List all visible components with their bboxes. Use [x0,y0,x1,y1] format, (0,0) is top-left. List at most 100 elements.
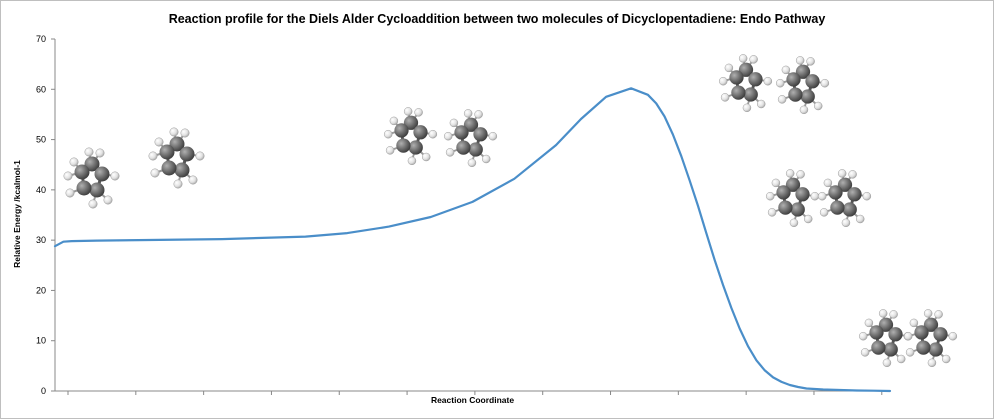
hydrogen-atom [421,152,431,162]
hydrogen-atom [909,318,919,328]
carbon-atom [878,317,894,332]
transition-state-molecule-4 [817,169,872,228]
intermediate-molecule-2 [443,109,498,168]
hydrogen-atom [150,168,160,178]
hydrogen-atom [188,175,198,185]
carbon-atom [800,89,815,104]
hydrogen-atom [95,148,105,158]
y-tick-label: 20 [36,285,46,295]
carbon-atom [785,177,801,192]
carbon-atom [169,136,185,152]
hydrogen-atom [796,170,805,179]
hydrogen-atom [749,55,758,64]
hydrogen-atom [855,214,865,224]
hydrogen-atom [927,358,937,368]
y-tick-label: 30 [36,235,46,245]
y-tick-label: 10 [36,336,46,346]
carbon-atom [786,72,801,87]
hydrogen-atom [864,318,874,328]
hydrogen-atom [803,214,813,224]
hydrogen-atom [789,218,799,228]
hydrogen-atom [389,116,399,126]
hydrogen-atom [403,107,413,116]
carbon-atom [788,87,803,102]
series-line [53,87,892,393]
carbon-atom [795,187,810,202]
hydrogen-atom [481,154,491,164]
hydrogen-atom [860,348,870,357]
carbon-atom [837,177,853,192]
hydrogen-atom [756,99,766,109]
carbon-atom [888,327,903,342]
carbon-atom [805,74,820,89]
carbon-atom [916,340,931,355]
carbon-atom [403,115,419,130]
carbon-atom [790,202,805,217]
hydrogen-atom [474,110,483,119]
hydrogen-atom [742,103,752,113]
carbon-atom [394,123,409,138]
hydrogen-atom [841,218,851,228]
hydrogen-atom [738,54,748,63]
hydrogen-atom [813,101,823,111]
hydrogen-atom [823,178,833,188]
carbon-atom [842,202,857,217]
product-molecule-2 [903,309,958,368]
hydrogen-atom [65,188,75,198]
carbon-atom [748,72,763,87]
hydrogen-atom [819,208,829,217]
carbon-atom [933,327,948,342]
carbon-atom [473,127,488,142]
hydrogen-atom [763,76,773,86]
hydrogen-atom [385,146,395,155]
hydrogen-atom [785,169,795,178]
hydrogen-atom [467,158,477,168]
hydrogen-atom [88,199,98,209]
carbon-atom [847,187,862,202]
hydrogen-atom [414,108,423,117]
hydrogen-atom [862,191,872,201]
transition-state-molecule-1 [718,54,773,113]
hydrogen-atom [810,191,820,201]
hydrogen-atom [443,131,453,141]
hydrogen-atom [180,128,190,138]
hydrogen-atom [837,169,847,178]
carbon-atom [776,185,791,200]
carbon-atom [795,64,811,79]
hydrogen-atom [775,78,785,88]
transition-state-molecule-2 [775,56,830,115]
carbon-atom [94,166,110,182]
hydrogen-atom [720,93,730,102]
carbon-atom [159,144,175,160]
hydrogen-atom [795,56,805,65]
hydrogen-atom [771,178,781,188]
hydrogen-atom [878,309,888,318]
carbon-atom [413,125,428,140]
carbon-atom [883,342,898,357]
hydrogen-atom [428,129,438,139]
y-tick-label: 40 [36,185,46,195]
chart-title: Reaction profile for the Diels Alder Cyc… [168,12,826,26]
hydrogen-atom [820,78,830,88]
carbon-atom [456,140,471,155]
carbon-atom [408,140,423,155]
hydrogen-atom [103,195,113,205]
carbon-atom [743,87,758,102]
hydrogen-atom [110,171,120,181]
hydrogen-atom [889,310,898,319]
carbon-atom [869,325,884,340]
carbon-atom [76,180,92,196]
hydrogen-atom [463,109,473,118]
carbon-atom [174,162,190,178]
hydrogen-atom [407,156,417,166]
hydrogen-atom [858,331,868,341]
reactant-molecule-2 [148,127,205,189]
carbon-atom [161,160,177,176]
hydrogen-atom [923,309,933,318]
hydrogen-atom [781,65,791,75]
hydrogen-atom [799,105,809,115]
intermediate-molecule-1 [383,107,438,166]
y-tick-label: 60 [36,84,46,94]
carbon-atom [729,70,744,85]
